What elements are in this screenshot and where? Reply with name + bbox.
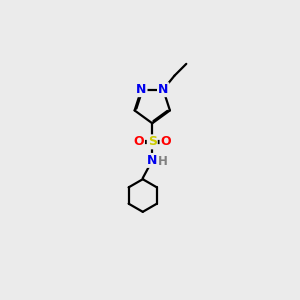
Text: N: N bbox=[147, 154, 158, 167]
Text: N: N bbox=[158, 83, 168, 96]
Text: O: O bbox=[134, 135, 144, 148]
Text: N: N bbox=[136, 83, 146, 96]
Text: S: S bbox=[148, 135, 157, 148]
Text: H: H bbox=[158, 155, 168, 168]
Text: O: O bbox=[160, 135, 171, 148]
